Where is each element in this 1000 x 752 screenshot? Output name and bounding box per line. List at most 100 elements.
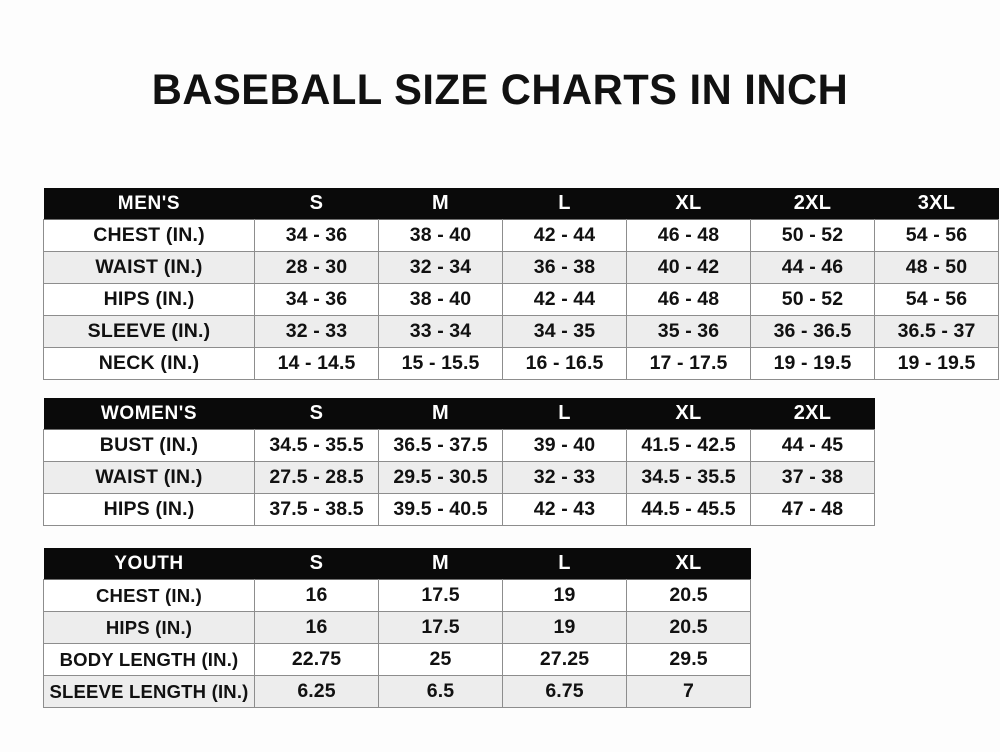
- youth-table-header: YOUTH S M L XL: [43, 548, 751, 580]
- row-label-waist: WAIST (IN.): [43, 251, 255, 284]
- cell-body-length-s: 22.75: [254, 643, 379, 676]
- table-row: WAIST (IN.) 27.5 - 28.5 29.5 - 30.5 32 -…: [43, 461, 875, 494]
- cell-chest-s: 34 - 36: [254, 219, 379, 252]
- mens-table-header: MEN'S S M L XL 2XL 3XL: [43, 188, 999, 220]
- row-label-sleeve-length: SLEEVE LENGTH (IN.): [43, 675, 255, 708]
- mens-header-size-3xl: 3XL: [874, 188, 999, 220]
- row-label-chest: CHEST (IN.): [43, 219, 255, 252]
- youth-header-size-m: M: [378, 548, 503, 580]
- row-label-bust: BUST (IN.): [43, 429, 255, 462]
- youth-header-size-s: S: [254, 548, 379, 580]
- womens-header-label: WOMEN'S: [43, 398, 255, 430]
- cell-sleeve-s: 32 - 33: [254, 315, 379, 348]
- cell-waist-m: 29.5 - 30.5: [378, 461, 503, 494]
- table-header-row: MEN'S S M L XL 2XL 3XL: [43, 188, 999, 220]
- cell-bust-l: 39 - 40: [502, 429, 627, 462]
- table-row: NECK (IN.) 14 - 14.5 15 - 15.5 16 - 16.5…: [43, 347, 999, 380]
- mens-header-size-2xl: 2XL: [750, 188, 875, 220]
- youth-size-table: YOUTH S M L XL CHEST (IN.) 16 17.5 19 20…: [43, 548, 751, 708]
- mens-table-body: CHEST (IN.) 34 - 36 38 - 40 42 - 44 46 -…: [43, 219, 999, 380]
- cell-chest-m: 38 - 40: [378, 219, 503, 252]
- row-label-chest: CHEST (IN.): [43, 579, 255, 612]
- cell-neck-m: 15 - 15.5: [378, 347, 503, 380]
- cell-hips-m: 38 - 40: [378, 283, 503, 316]
- cell-chest-s: 16: [254, 579, 379, 612]
- cell-chest-m: 17.5: [378, 579, 503, 612]
- cell-sleeve-2xl: 36 - 36.5: [750, 315, 875, 348]
- cell-bust-2xl: 44 - 45: [750, 429, 875, 462]
- cell-chest-xl: 20.5: [626, 579, 751, 612]
- cell-waist-l: 32 - 33: [502, 461, 627, 494]
- mens-header-size-m: M: [378, 188, 503, 220]
- table-row: WAIST (IN.) 28 - 30 32 - 34 36 - 38 40 -…: [43, 251, 999, 284]
- cell-waist-3xl: 48 - 50: [874, 251, 999, 284]
- cell-sleeve-length-s: 6.25: [254, 675, 379, 708]
- cell-sleeve-m: 33 - 34: [378, 315, 503, 348]
- cell-bust-m: 36.5 - 37.5: [378, 429, 503, 462]
- cell-hips-s: 34 - 36: [254, 283, 379, 316]
- womens-header-size-2xl: 2XL: [750, 398, 875, 430]
- youth-header-size-xl: XL: [626, 548, 751, 580]
- table-row: HIPS (IN.) 37.5 - 38.5 39.5 - 40.5 42 - …: [43, 493, 875, 526]
- cell-chest-2xl: 50 - 52: [750, 219, 875, 252]
- youth-header-size-l: L: [502, 548, 627, 580]
- womens-header-size-xl: XL: [626, 398, 751, 430]
- cell-hips-l: 42 - 43: [502, 493, 627, 526]
- womens-table-body: BUST (IN.) 34.5 - 35.5 36.5 - 37.5 39 - …: [43, 429, 875, 526]
- cell-hips-xl: 20.5: [626, 611, 751, 644]
- cell-sleeve-length-xl: 7: [626, 675, 751, 708]
- table-row: BUST (IN.) 34.5 - 35.5 36.5 - 37.5 39 - …: [43, 429, 875, 462]
- table-header-row: YOUTH S M L XL: [43, 548, 751, 580]
- womens-header-size-l: L: [502, 398, 627, 430]
- cell-hips-m: 39.5 - 40.5: [378, 493, 503, 526]
- youth-header-label: YOUTH: [43, 548, 255, 580]
- cell-sleeve-length-l: 6.75: [502, 675, 627, 708]
- mens-size-table: MEN'S S M L XL 2XL 3XL CHEST (IN.) 34 - …: [43, 188, 999, 380]
- mens-header-label: MEN'S: [43, 188, 255, 220]
- table-row: HIPS (IN.) 34 - 36 38 - 40 42 - 44 46 - …: [43, 283, 999, 316]
- cell-waist-s: 28 - 30: [254, 251, 379, 284]
- cell-sleeve-3xl: 36.5 - 37: [874, 315, 999, 348]
- cell-chest-l: 19: [502, 579, 627, 612]
- cell-hips-xl: 46 - 48: [626, 283, 751, 316]
- cell-hips-3xl: 54 - 56: [874, 283, 999, 316]
- cell-neck-2xl: 19 - 19.5: [750, 347, 875, 380]
- cell-hips-l: 42 - 44: [502, 283, 627, 316]
- table-row: SLEEVE (IN.) 32 - 33 33 - 34 34 - 35 35 …: [43, 315, 999, 348]
- cell-hips-s: 16: [254, 611, 379, 644]
- womens-table-header: WOMEN'S S M L XL 2XL: [43, 398, 875, 430]
- cell-hips-2xl: 50 - 52: [750, 283, 875, 316]
- cell-waist-l: 36 - 38: [502, 251, 627, 284]
- row-label-neck: NECK (IN.): [43, 347, 255, 380]
- row-label-hips: HIPS (IN.): [43, 283, 255, 316]
- row-label-hips: HIPS (IN.): [43, 611, 255, 644]
- youth-table-body: CHEST (IN.) 16 17.5 19 20.5 HIPS (IN.) 1…: [43, 579, 751, 708]
- row-label-waist: WAIST (IN.): [43, 461, 255, 494]
- row-label-body-length: BODY LENGTH (IN.): [43, 643, 255, 676]
- row-label-hips: HIPS (IN.): [43, 493, 255, 526]
- table-row: BODY LENGTH (IN.) 22.75 25 27.25 29.5: [43, 643, 751, 676]
- cell-waist-2xl: 37 - 38: [750, 461, 875, 494]
- table-row: CHEST (IN.) 16 17.5 19 20.5: [43, 579, 751, 612]
- womens-header-size-m: M: [378, 398, 503, 430]
- cell-waist-s: 27.5 - 28.5: [254, 461, 379, 494]
- cell-waist-xl: 34.5 - 35.5: [626, 461, 751, 494]
- cell-hips-s: 37.5 - 38.5: [254, 493, 379, 526]
- cell-neck-s: 14 - 14.5: [254, 347, 379, 380]
- cell-hips-m: 17.5: [378, 611, 503, 644]
- cell-body-length-l: 27.25: [502, 643, 627, 676]
- cell-chest-xl: 46 - 48: [626, 219, 751, 252]
- cell-neck-xl: 17 - 17.5: [626, 347, 751, 380]
- cell-sleeve-xl: 35 - 36: [626, 315, 751, 348]
- table-row: CHEST (IN.) 34 - 36 38 - 40 42 - 44 46 -…: [43, 219, 999, 252]
- mens-header-size-l: L: [502, 188, 627, 220]
- cell-neck-3xl: 19 - 19.5: [874, 347, 999, 380]
- cell-chest-3xl: 54 - 56: [874, 219, 999, 252]
- page-title: BASEBALL SIZE CHARTS IN INCH: [151, 66, 849, 114]
- row-label-sleeve: SLEEVE (IN.): [43, 315, 255, 348]
- mens-header-size-xl: XL: [626, 188, 751, 220]
- cell-hips-xl: 44.5 - 45.5: [626, 493, 751, 526]
- womens-header-size-s: S: [254, 398, 379, 430]
- table-row: SLEEVE LENGTH (IN.) 6.25 6.5 6.75 7: [43, 675, 751, 708]
